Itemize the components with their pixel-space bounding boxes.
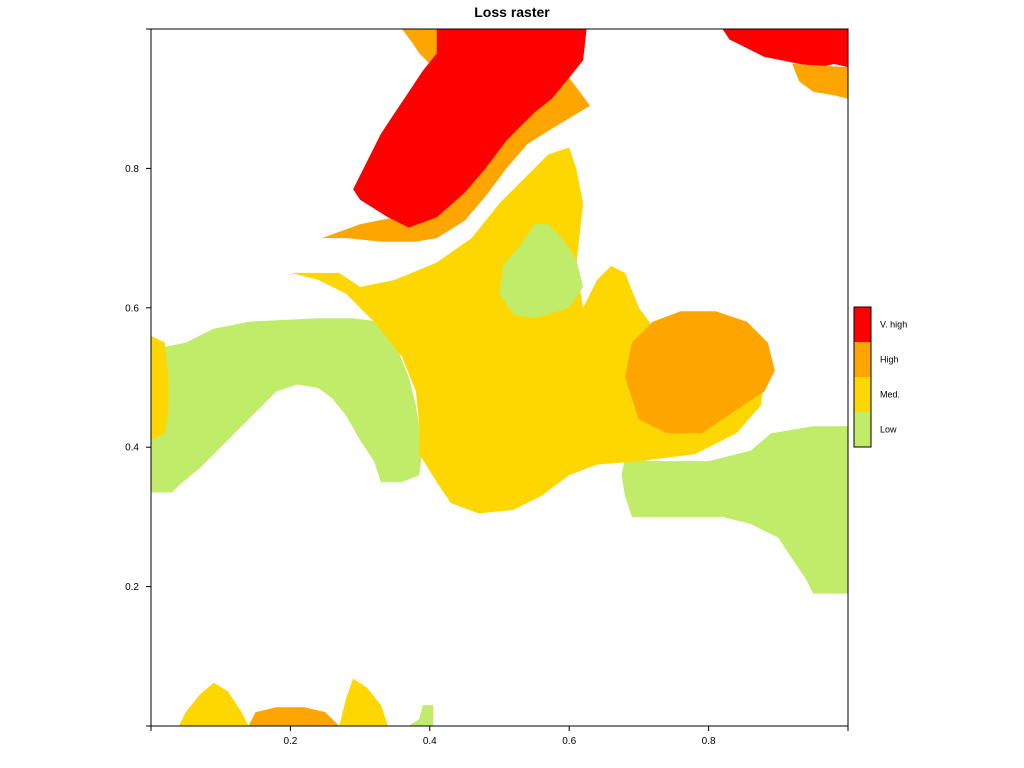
legend-label-0: V. high [880, 320, 907, 330]
region-low-14 [408, 705, 434, 726]
region-high-7 [401, 29, 441, 64]
legend-swatch-1 [854, 342, 871, 377]
legend-frame [853, 306, 872, 448]
legend-swatch-3 [854, 412, 871, 447]
region-med-11 [178, 682, 249, 726]
region-med-13 [339, 678, 388, 726]
legend-label-2: Med. [880, 390, 900, 400]
y-tick-label-4: 0.8 [125, 164, 139, 175]
legend-label-3: Low [880, 425, 897, 435]
x-tick-label-3: 0.6 [562, 736, 576, 747]
legend-swatch-0 [854, 307, 871, 342]
region-low-0 [151, 318, 423, 493]
legend-label-1: High [880, 355, 899, 365]
x-tick-label-4: 0.8 [702, 736, 716, 747]
region-low-4 [499, 224, 584, 319]
x-tick-label-2: 0.4 [423, 736, 437, 747]
region-low-2 [621, 426, 848, 594]
chart-title: Loss raster [474, 4, 550, 20]
legend: V. high High Med. Low [853, 306, 907, 448]
region-high-5 [625, 311, 775, 434]
region-high-10 [792, 63, 848, 99]
region-v-high-8 [353, 29, 587, 228]
plot-frame [150, 28, 849, 727]
region-med-1 [151, 335, 169, 441]
x-tick-label-1: 0.2 [283, 736, 297, 747]
y-tick-label-3: 0.6 [125, 303, 139, 314]
raster-regions [151, 29, 848, 726]
axes: 0.2 0.4 0.6 0.8 0.2 0.4 0.6 0.8 [125, 28, 849, 747]
y-tick-label-1: 0.2 [125, 582, 139, 593]
region-v-high-9 [722, 29, 848, 68]
region-high-12 [248, 707, 340, 726]
legend-swatch-2 [854, 377, 871, 412]
y-tick-label-2: 0.4 [125, 443, 139, 454]
